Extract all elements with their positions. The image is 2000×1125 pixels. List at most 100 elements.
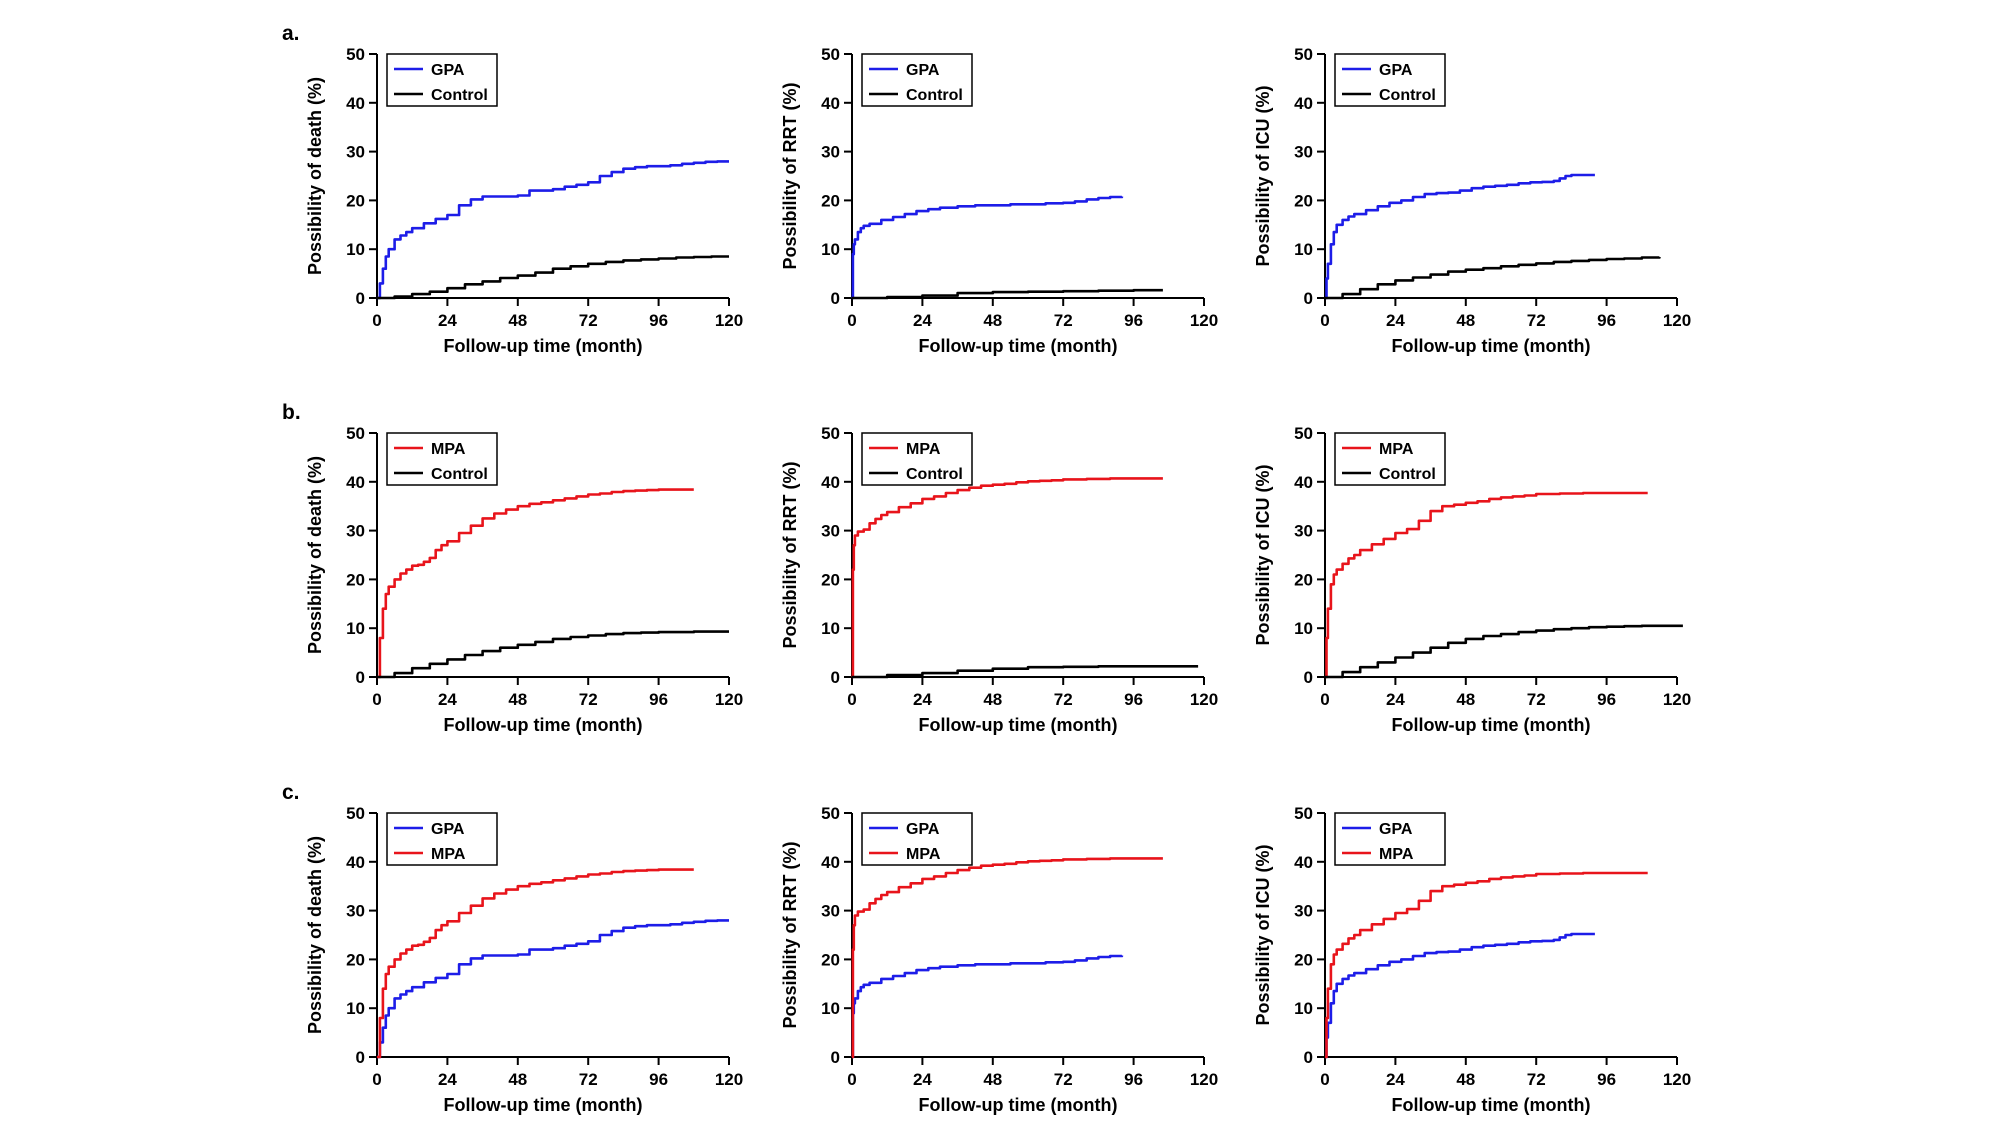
x-tick-label: 96 (1597, 1070, 1616, 1089)
x-tick-label: 72 (1527, 690, 1546, 709)
y-axis-title: Possibility of ICU (%) (1253, 464, 1273, 645)
x-tick-label: 96 (649, 1070, 668, 1089)
legend-box (861, 432, 973, 486)
y-tick-label: 40 (821, 853, 840, 872)
legend-label: MPA (906, 846, 941, 863)
chart-panel-4: b. 0 10 20 30 40 50 0 24 48 72 96 120 Follow-up time … (282, 401, 743, 735)
x-tick-label: 48 (1456, 690, 1475, 709)
legend-label: GPA (431, 821, 465, 838)
y-axis-title: Possibility of ICU (%) (1253, 844, 1273, 1025)
y-tick-label: 0 (356, 289, 365, 308)
y-tick-label: 40 (821, 94, 840, 113)
series-line-mpa (851, 857, 1163, 1059)
x-tick-label: 96 (1597, 311, 1616, 330)
y-tick-label: 50 (1294, 45, 1313, 64)
x-tick-label: 0 (372, 690, 381, 709)
legend-label: MPA (431, 846, 466, 863)
x-tick-label: 72 (579, 690, 598, 709)
legend-label: MPA (1379, 441, 1414, 458)
y-tick-label: 20 (346, 570, 365, 589)
legend-label: GPA (1379, 821, 1413, 838)
legend-label: MPA (431, 441, 466, 458)
legend-label: GPA (1379, 62, 1413, 79)
series-line-gpa (851, 954, 1124, 1059)
y-tick-label: 10 (1294, 619, 1313, 638)
x-tick-label: 120 (1190, 1070, 1218, 1089)
y-tick-label: 20 (1294, 191, 1313, 210)
series-line-gpa (377, 919, 729, 1059)
y-tick-label: 10 (346, 240, 365, 259)
y-tick-label: 40 (346, 473, 365, 492)
y-axis-title: Possibility of RRT (%) (780, 461, 800, 648)
panel-label: b. (282, 401, 301, 424)
y-tick-label: 40 (1294, 853, 1313, 872)
legend: GPA Control (861, 53, 973, 107)
x-tick-label: 48 (508, 311, 527, 330)
x-tick-label: 96 (1124, 311, 1143, 330)
x-tick-label: 72 (1527, 1070, 1546, 1089)
x-tick-label: 0 (372, 311, 381, 330)
legend: GPA MPA (1334, 812, 1446, 866)
x-tick-label: 120 (715, 1070, 743, 1089)
y-tick-label: 30 (346, 143, 365, 162)
y-tick-label: 30 (1294, 522, 1313, 541)
y-axis-title: Possibility of RRT (%) (780, 82, 800, 269)
y-tick-label: 20 (1294, 950, 1313, 969)
series-line-mpa (1325, 871, 1648, 1059)
x-tick-label: 72 (1054, 311, 1073, 330)
x-tick-label: 0 (1320, 690, 1329, 709)
x-tick-label: 24 (438, 311, 457, 330)
y-tick-label: 50 (1294, 424, 1313, 443)
legend: GPA MPA (386, 812, 498, 866)
x-tick-label: 48 (1456, 311, 1475, 330)
series-line-mpa (377, 868, 694, 1059)
x-tick-label: 72 (1527, 311, 1546, 330)
panel-label: a. (282, 22, 300, 45)
legend-label: Control (431, 466, 488, 483)
y-tick-label: 20 (346, 191, 365, 210)
series-line-control (852, 288, 1163, 300)
y-axis-title: Possibility of death (%) (305, 456, 325, 654)
x-tick-label: 48 (983, 1070, 1002, 1089)
y-tick-label: 10 (821, 619, 840, 638)
x-axis-title: Follow-up time (month) (1392, 715, 1591, 735)
x-tick-label: 96 (649, 311, 668, 330)
series-line-gpa (851, 195, 1124, 300)
x-tick-label: 120 (1190, 311, 1218, 330)
x-tick-label: 96 (1597, 690, 1616, 709)
y-tick-label: 10 (821, 999, 840, 1018)
x-tick-label: 72 (1054, 1070, 1073, 1089)
legend-label: GPA (906, 62, 940, 79)
y-tick-label: 40 (1294, 94, 1313, 113)
legend-box (386, 53, 498, 107)
chart-panel-9: 0 10 20 30 40 50 0 24 48 72 96 120 Follow-up time (m… (1253, 804, 1691, 1115)
y-axis-title: Possibility of death (%) (305, 836, 325, 1034)
y-tick-label: 30 (1294, 143, 1313, 162)
y-tick-label: 10 (346, 619, 365, 638)
y-tick-label: 30 (821, 522, 840, 541)
y-tick-label: 40 (346, 853, 365, 872)
legend-label: Control (906, 87, 963, 104)
x-tick-label: 120 (715, 311, 743, 330)
series-line-control (377, 630, 729, 679)
y-tick-label: 10 (1294, 999, 1313, 1018)
legend-box (861, 53, 973, 107)
y-tick-label: 50 (821, 804, 840, 823)
y-tick-label: 30 (1294, 902, 1313, 921)
series-line-control (1325, 624, 1683, 679)
series-line-gpa (1325, 932, 1595, 1059)
x-tick-label: 24 (438, 1070, 457, 1089)
y-tick-label: 30 (821, 902, 840, 921)
chart-panel-8: 0 10 20 30 40 50 0 24 48 72 96 120 Follow-up time (m… (780, 804, 1218, 1115)
x-tick-label: 48 (1456, 1070, 1475, 1089)
y-tick-label: 50 (346, 424, 365, 443)
x-axis-title: Follow-up time (month) (444, 1095, 643, 1115)
x-axis-title: Follow-up time (month) (1392, 336, 1591, 356)
legend: GPA MPA (861, 812, 973, 866)
chart-panel-3: 0 10 20 30 40 50 0 24 48 72 96 120 Follow-up time (m… (1253, 45, 1691, 356)
legend-label: GPA (431, 62, 465, 79)
legend: MPA Control (386, 432, 498, 486)
x-axis-title: Follow-up time (month) (444, 336, 643, 356)
y-tick-label: 50 (821, 424, 840, 443)
